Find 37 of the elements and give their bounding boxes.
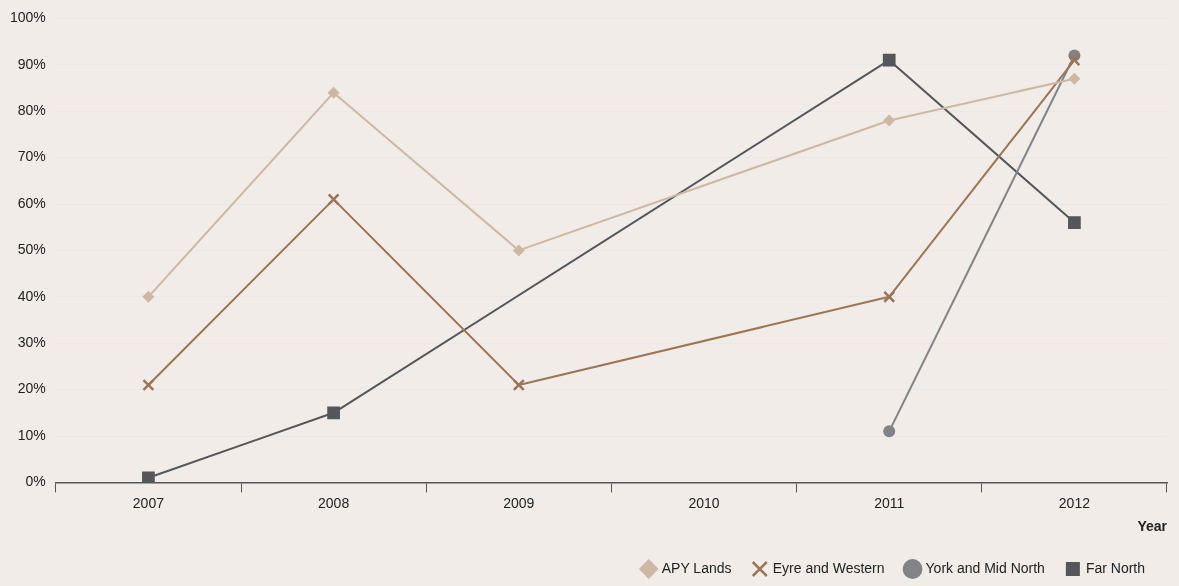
x-axis-title: Year [1137,518,1168,535]
y-tick-label: 80% [17,102,46,119]
y-tick-label: 90% [17,55,46,72]
x-tick-label: 2010 [688,494,720,511]
y-tick-label: 30% [17,334,46,351]
point [327,86,340,99]
y-tick-label: 70% [17,148,46,165]
x-tick-label: 2011 [874,494,905,511]
legend-label: Eyre and Western [772,559,885,576]
y-tick-label: 0% [25,473,46,490]
y-tick-label: 10% [17,426,46,443]
y-tick-label: 100% [9,9,46,26]
point [882,53,896,67]
legend-label: York and Mid North [925,559,1045,576]
legend-label: Far North [1085,559,1145,576]
point [1068,72,1081,85]
y-tick-label: 50% [17,241,46,258]
legend-label: APY Lands [661,559,732,576]
point [883,114,896,127]
point [327,406,340,420]
point [883,290,896,303]
point [512,244,525,257]
x-tick-label: 2007 [132,494,165,511]
point [142,378,155,392]
point [142,471,155,483]
y-tick-label: 20% [17,380,46,397]
point [512,378,525,392]
point [327,193,340,206]
x-tick-label: 2008 [318,494,350,511]
point [883,425,896,438]
point [1068,53,1081,67]
point [142,290,155,303]
y-tick-label: 40% [17,287,46,304]
point [1068,216,1081,229]
y-tick-label: 60% [17,194,46,211]
x-tick-label: 2009 [503,494,535,511]
x-tick-label: 2012 [1058,494,1091,511]
